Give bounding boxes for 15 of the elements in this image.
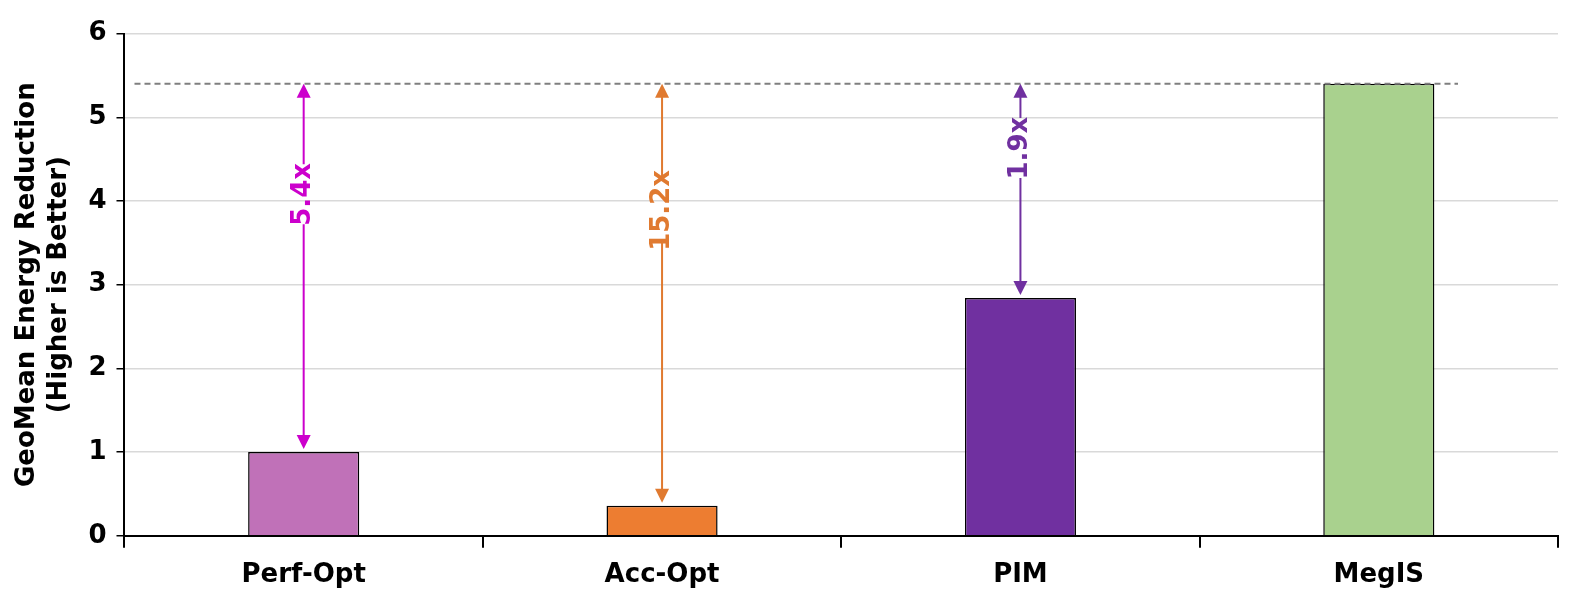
- x-tick-label: Perf-Opt: [241, 558, 366, 589]
- y-tick-label: 4: [88, 183, 107, 214]
- y-tick-label: 3: [88, 267, 107, 298]
- y-tick-label: 1: [88, 434, 107, 465]
- y-tick-label: 0: [88, 518, 107, 549]
- x-tick-label: PIM: [993, 558, 1048, 589]
- y-tick-label: 6: [88, 16, 107, 47]
- y-tick-label: 2: [88, 351, 107, 382]
- annotation: 1.9x: [1003, 116, 1034, 180]
- annotation: 15.2x: [644, 169, 675, 251]
- y-tick-label: 5: [88, 100, 107, 131]
- x-tick-label: Acc-Opt: [604, 558, 720, 589]
- x-tick-label: MegIS: [1333, 558, 1425, 589]
- annotation: 5.4x: [286, 162, 317, 226]
- y-axis-title: GeoMean Energy Reduction (Higher is Better): [10, 82, 72, 488]
